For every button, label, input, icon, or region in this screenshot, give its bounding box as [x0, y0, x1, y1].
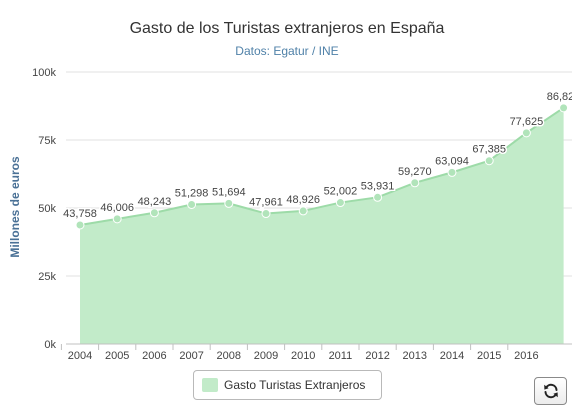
- x-tick-label: 2005: [105, 350, 129, 362]
- data-label: 48,926: [286, 194, 320, 206]
- x-tick-label: 2008: [217, 350, 241, 362]
- y-tick-label: 25k: [38, 271, 56, 283]
- refresh-icon: [543, 383, 558, 399]
- data-point: [112, 214, 122, 224]
- data-label: 63,094: [435, 155, 469, 167]
- data-point: [410, 178, 420, 188]
- data-point: [75, 220, 85, 230]
- data-label: 51,694: [212, 186, 246, 198]
- data-markers: [75, 103, 569, 230]
- area-fill: [80, 107, 564, 345]
- chart-title: Gasto de los Turistas extranjeros en Esp…: [130, 20, 445, 37]
- x-tick-label: 2016: [514, 350, 538, 362]
- data-point: [187, 199, 197, 209]
- data-label: 53,931: [361, 180, 395, 192]
- data-point: [521, 128, 531, 138]
- data-label: 51,298: [175, 187, 209, 199]
- data-point: [149, 208, 159, 218]
- x-tick-label: 2015: [477, 350, 501, 362]
- x-tick-label: 2010: [291, 350, 315, 362]
- x-tick-label: 2014: [440, 350, 464, 362]
- y-axis-title: Millones de euros: [8, 156, 22, 258]
- data-label: 43,758: [63, 208, 97, 220]
- data-label: 67,385: [472, 144, 506, 156]
- x-tick-label: 2006: [142, 350, 166, 362]
- data-point: [484, 156, 494, 166]
- data-label: 86,823: [547, 91, 572, 103]
- data-point: [559, 103, 569, 113]
- legend-label: Gasto Turistas Extranjeros: [224, 378, 366, 392]
- data-point: [261, 209, 271, 219]
- x-tick-label: 2007: [179, 350, 203, 362]
- y-tick-label: 100k: [32, 67, 56, 79]
- refresh-button[interactable]: [534, 377, 567, 405]
- y-tick-label: 0k: [44, 339, 56, 351]
- x-tick-label: 2012: [365, 350, 389, 362]
- data-point: [335, 198, 345, 208]
- x-tick-label: 2004: [68, 350, 92, 362]
- data-label: 52,002: [324, 186, 358, 198]
- y-tick-label: 50k: [38, 203, 56, 215]
- data-label: 48,243: [138, 196, 172, 208]
- data-area: [79, 107, 565, 345]
- axes: 0k 25k 50k 75k 100k 2004 2005 2006 2007 2008 2009 2…: [32, 67, 572, 362]
- data-label: 59,270: [398, 166, 432, 178]
- data-label: 46,006: [100, 202, 134, 214]
- data-label: 77,625: [510, 116, 544, 128]
- data-label: 47,961: [249, 197, 283, 209]
- data-point: [298, 206, 308, 216]
- legend[interactable]: Gasto Turistas Extranjeros: [193, 370, 382, 400]
- data-point: [373, 192, 383, 202]
- legend-swatch: [202, 378, 218, 392]
- data-point: [447, 167, 457, 177]
- x-tick-label: 2013: [403, 350, 427, 362]
- data-point: [224, 198, 234, 208]
- x-tick-label: 2009: [254, 350, 278, 362]
- y-tick-label: 75k: [38, 135, 56, 147]
- series-line: [79, 107, 565, 226]
- x-tick-label: 2011: [329, 350, 353, 362]
- chart-subtitle: Datos: Egatur / INE: [235, 44, 338, 58]
